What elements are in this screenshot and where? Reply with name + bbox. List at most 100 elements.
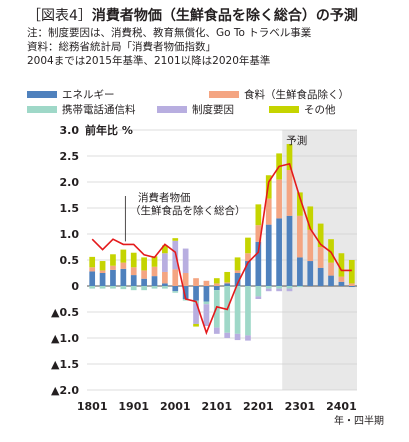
bar-segment [151, 266, 158, 277]
legend-item-policy: 制度要因 [157, 102, 234, 117]
bar-segment [348, 286, 355, 288]
bar-segment [110, 269, 116, 286]
bar-segment [276, 286, 282, 289]
y-tick-label: 2.5 [60, 150, 80, 163]
bar-segment [348, 283, 355, 286]
x-tick-label: 2301 [285, 400, 316, 413]
legend-item-other: その他 [269, 102, 336, 117]
bar-segment [162, 253, 168, 272]
bar-segment [141, 286, 147, 291]
bar-segment [99, 286, 106, 289]
legend-item-mobile: 携帯電話通信料 [27, 102, 136, 117]
bar-segment [110, 254, 116, 266]
bar-segment [307, 206, 314, 230]
bar-segment [213, 327, 220, 334]
bar-segment [224, 332, 231, 338]
bar-segment [162, 271, 168, 284]
annotation-text: 消費者物価 [138, 191, 191, 204]
legend-label: 制度要因 [192, 104, 234, 116]
bar-segment [317, 267, 324, 286]
legend-item-energy: エネルギー [27, 87, 115, 102]
bar-segment [255, 225, 262, 242]
x-tick-label: 2101 [201, 400, 232, 413]
bar-segment [193, 286, 199, 301]
legend-label: その他 [304, 104, 336, 116]
legend-label: 食料（生鮮食品除く） [244, 89, 349, 101]
forecast-label: 予測 [286, 134, 307, 147]
bar-segment [265, 286, 272, 289]
bar-segment [276, 288, 282, 292]
bar-segment [130, 252, 137, 268]
y-tick-label: ▲0.5 [51, 306, 79, 319]
bar-segment [224, 271, 231, 283]
bar-segment [203, 301, 210, 305]
legend-swatch [209, 91, 239, 98]
bar-segment [224, 283, 231, 286]
bar-segment [193, 323, 199, 327]
bar-segment [276, 218, 282, 286]
bar-segment [328, 262, 334, 276]
bar-segment [286, 286, 293, 289]
bar-segment [141, 278, 147, 286]
bar-segment [317, 223, 324, 247]
bar-segment [213, 283, 220, 286]
bar-segment [182, 273, 189, 286]
bar-segment [265, 224, 272, 286]
bar-segment [245, 253, 251, 262]
bar-segment [120, 286, 127, 290]
bar-segment [328, 275, 334, 286]
note-line: 注：制度要因は、消費税、教育無償化、Go To トラベル事業 [27, 27, 312, 39]
x-tick-label: 2201 [243, 400, 274, 413]
bar-segment [172, 286, 179, 292]
bar-segment [130, 267, 137, 276]
bar-segment [265, 288, 272, 292]
bar-segment [141, 257, 147, 271]
y-tick-label: ▲2.0 [51, 384, 79, 397]
bar-segment [151, 286, 158, 289]
bar-segment [286, 215, 293, 286]
bar-segment [120, 262, 127, 269]
bar-segment [89, 286, 96, 289]
legend-swatch [27, 106, 57, 113]
figure-tag: ［図表4］ [27, 8, 92, 24]
bar-segment [162, 283, 168, 286]
bar-segment [203, 304, 210, 327]
x-tick-label: 2401 [326, 400, 357, 413]
bar-segment [234, 333, 241, 341]
y-tick-label: 1.0 [60, 228, 80, 241]
bar-segment [99, 261, 106, 271]
legend-label: 携帯電話通信料 [62, 104, 136, 116]
source-line: 資料：総務省統計局「消費者物価指数」 [27, 41, 216, 53]
bar-segment [89, 271, 96, 286]
bar-segment [182, 248, 189, 273]
y-tick-label: ▲1.0 [51, 332, 79, 345]
bar-segment [245, 237, 251, 254]
bar-segment [151, 256, 158, 267]
bar-segment [234, 273, 241, 286]
bar-segment [182, 286, 189, 299]
bar-segment [307, 261, 314, 286]
chart-title: ［図表4］消費者物価（生鮮食品を除く総合）の予測 [27, 6, 405, 26]
bar-segment [110, 286, 116, 289]
bar-segment [130, 275, 137, 286]
chart-header: ［図表4］消費者物価（生鮮食品を除く総合）の予測 注：制度要因は、消費税、教育無… [27, 6, 405, 68]
bar-segment [193, 303, 199, 324]
bar-segment [328, 239, 334, 263]
bar-segment [317, 247, 324, 268]
x-tick-label: 1801 [77, 400, 108, 413]
bar-segment [348, 260, 355, 284]
bar-segment [172, 238, 179, 241]
legend-swatch [27, 91, 57, 98]
bar-segment [110, 265, 116, 270]
base-year-line: 2004までは2015年基準、2101以降は2020年基準 [27, 55, 271, 67]
bar-segment [172, 269, 179, 286]
bar-segment [245, 261, 251, 286]
figure-title: 消費者物価（生鮮食品を除く総合）の予測 [91, 8, 358, 24]
bar-segment [141, 270, 147, 279]
legend-swatch [269, 106, 299, 113]
legend-item-food: 食料（生鮮食品除く） [209, 87, 349, 102]
bar-segment [120, 268, 127, 286]
bar-segment [245, 335, 251, 341]
x-tick-label: 2001 [160, 400, 191, 413]
